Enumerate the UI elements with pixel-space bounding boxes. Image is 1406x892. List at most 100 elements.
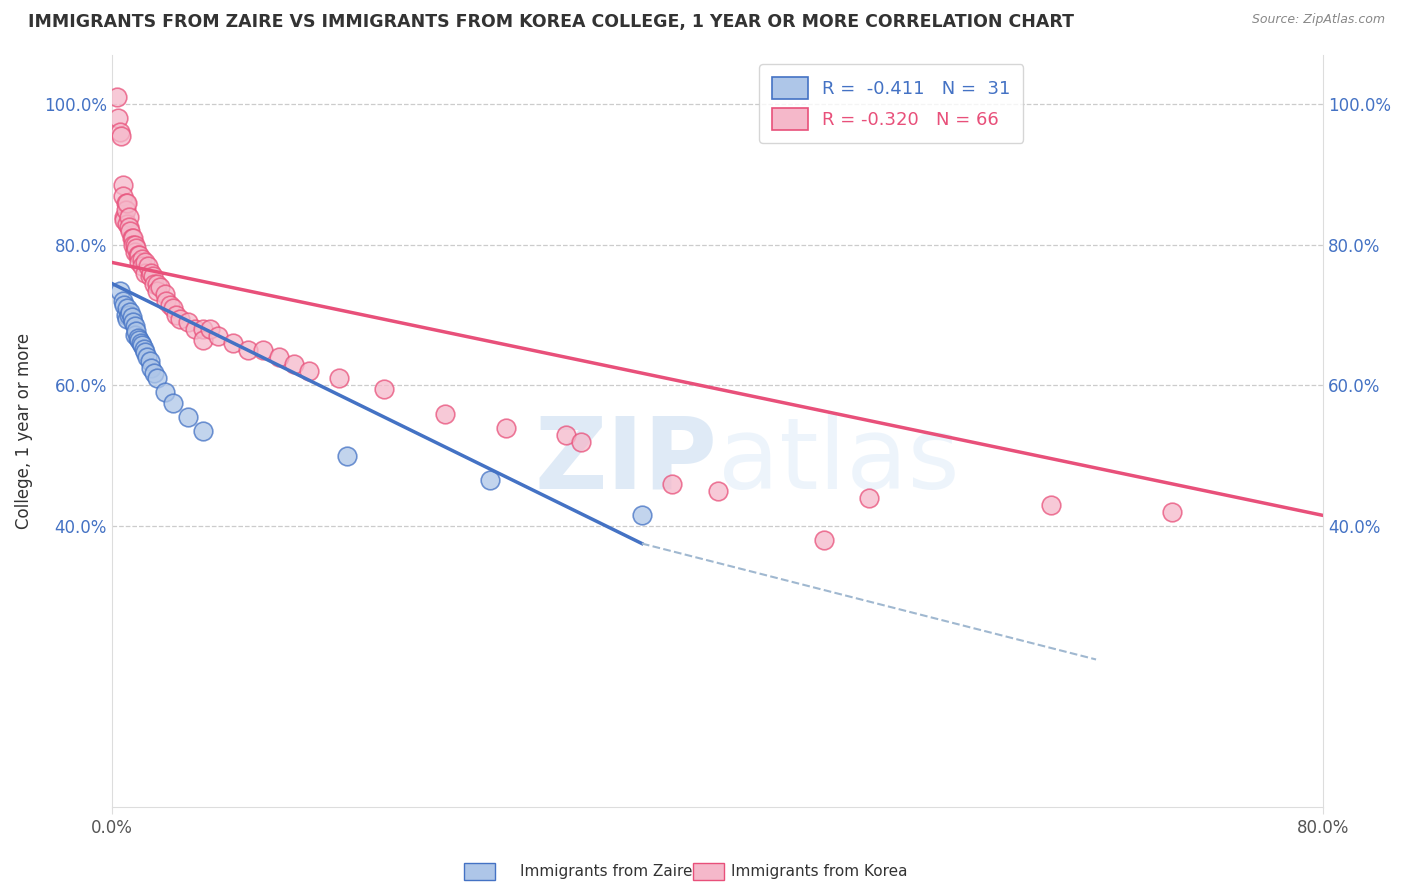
Point (132, 342, 155, 356)
Point (112, 297, 135, 311)
Point (108, 125, 131, 139)
Point (373, 382, 395, 396)
Point (139, 269, 162, 284)
Point (127, 248, 149, 262)
Point (146, 284, 169, 298)
Point (328, 371, 350, 385)
Point (1039, 498, 1062, 512)
Point (267, 351, 290, 365)
Text: IMMIGRANTS FROM ZAIRE VS IMMIGRANTS FROM KOREA COLLEGE, 1 YEAR OR MORE CORRELATI: IMMIGRANTS FROM ZAIRE VS IMMIGRANTS FROM… (28, 13, 1074, 31)
Point (124, 244, 146, 259)
Point (131, 337, 153, 351)
Point (115, 195, 138, 210)
Point (125, 241, 148, 255)
Point (124, 238, 146, 252)
Point (184, 322, 207, 336)
Text: Immigrants from Zaire: Immigrants from Zaire (520, 863, 693, 879)
Point (569, 434, 592, 449)
Point (128, 255, 150, 269)
Point (207, 329, 229, 343)
Point (111, 188, 134, 202)
Point (222, 336, 245, 351)
Point (108, 284, 131, 298)
Point (162, 396, 184, 410)
Point (153, 385, 176, 400)
Point (105, 90, 128, 104)
Point (134, 344, 156, 359)
Point (131, 252, 153, 266)
Point (111, 178, 134, 193)
Point (146, 371, 169, 385)
Point (143, 277, 166, 291)
Point (191, 322, 214, 336)
Point (129, 336, 152, 351)
Point (176, 315, 198, 329)
Point (191, 424, 214, 438)
Point (1160, 505, 1182, 519)
Point (283, 357, 305, 371)
Point (858, 491, 880, 505)
Point (155, 294, 177, 309)
Point (336, 449, 359, 463)
Point (128, 248, 150, 262)
Point (112, 210, 135, 224)
Point (661, 476, 683, 491)
Point (555, 427, 578, 442)
Point (107, 112, 129, 126)
Text: Source: ZipAtlas.com: Source: ZipAtlas.com (1251, 13, 1385, 27)
Point (191, 333, 214, 347)
Point (813, 533, 835, 547)
Point (631, 508, 654, 523)
Legend: R =  -0.411   N =  31, R = -0.320   N = 66: R = -0.411 N = 31, R = -0.320 N = 66 (759, 64, 1024, 143)
Point (139, 354, 162, 368)
Point (142, 269, 165, 284)
Point (128, 333, 150, 347)
Point (162, 301, 184, 315)
Point (479, 473, 502, 487)
Text: ZIP: ZIP (534, 413, 717, 509)
Point (115, 311, 138, 326)
Point (159, 297, 181, 311)
Point (124, 327, 146, 342)
Point (252, 343, 274, 358)
Point (141, 266, 163, 280)
Point (434, 407, 457, 421)
Point (134, 266, 156, 280)
Point (125, 324, 148, 338)
Point (114, 195, 136, 210)
Point (117, 308, 139, 322)
Point (146, 277, 169, 291)
Point (135, 351, 157, 365)
Point (169, 311, 191, 326)
Point (114, 202, 136, 217)
Point (136, 259, 159, 273)
Point (141, 360, 163, 375)
Point (298, 364, 321, 378)
Point (115, 217, 138, 231)
Point (114, 308, 136, 322)
Point (112, 213, 135, 227)
Point (131, 259, 153, 273)
Point (122, 231, 145, 245)
Point (153, 287, 176, 301)
Point (121, 231, 143, 245)
Point (121, 310, 143, 324)
Point (165, 308, 187, 322)
Point (124, 318, 146, 333)
Point (706, 483, 728, 498)
Point (117, 220, 139, 235)
Point (120, 224, 142, 238)
Point (238, 343, 260, 358)
Point (120, 304, 142, 318)
Point (143, 366, 166, 380)
Point (111, 294, 134, 309)
Point (115, 301, 138, 315)
Point (200, 322, 222, 336)
Point (127, 331, 149, 345)
Point (122, 238, 145, 252)
Text: Immigrants from Korea: Immigrants from Korea (731, 863, 908, 879)
Point (122, 315, 145, 329)
Point (117, 210, 139, 224)
Text: atlas: atlas (717, 413, 959, 509)
Point (110, 128, 132, 143)
